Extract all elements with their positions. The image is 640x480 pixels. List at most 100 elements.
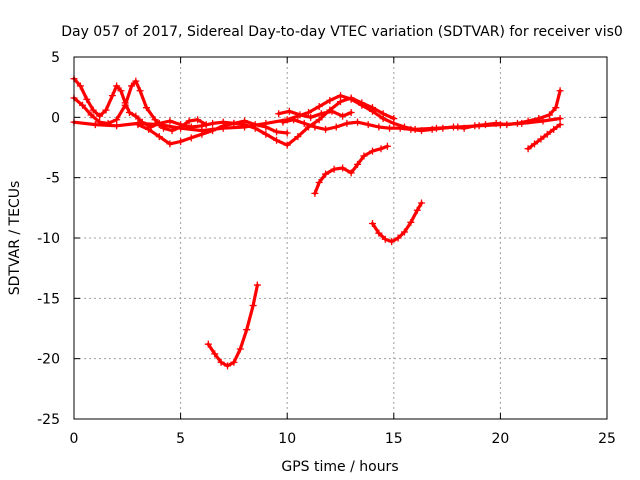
data-point xyxy=(337,92,344,100)
data-point xyxy=(262,130,270,138)
data-point xyxy=(113,116,121,124)
data-point xyxy=(283,129,291,137)
x-tick-label: 20 xyxy=(491,431,509,447)
series-line xyxy=(526,123,562,151)
data-point xyxy=(275,110,283,118)
data-point xyxy=(91,121,99,129)
data-point xyxy=(360,152,368,160)
data-point xyxy=(413,206,421,214)
data-point xyxy=(471,122,479,130)
data-point xyxy=(241,123,249,131)
series-track-j xyxy=(204,281,261,370)
data-point xyxy=(339,112,347,120)
data-point xyxy=(330,165,338,173)
data-point xyxy=(492,119,500,127)
data-point xyxy=(230,358,238,366)
data-point xyxy=(262,119,270,127)
data-point xyxy=(556,115,564,123)
data-point xyxy=(428,125,436,133)
data-point xyxy=(315,102,323,110)
data-point xyxy=(394,234,402,242)
data-point xyxy=(87,111,95,119)
data-point xyxy=(102,106,110,114)
data-point xyxy=(503,121,511,129)
data-point xyxy=(326,96,334,104)
x-tick-label: 0 xyxy=(70,431,79,447)
data-point xyxy=(383,142,391,150)
data-point xyxy=(305,109,313,117)
data-point xyxy=(315,178,323,186)
data-point xyxy=(83,95,91,103)
data-point xyxy=(136,87,144,95)
data-point xyxy=(545,111,553,119)
data-point xyxy=(279,118,287,126)
data-point xyxy=(407,218,415,226)
data-point xyxy=(224,362,232,370)
data-point xyxy=(328,107,336,115)
data-point xyxy=(253,281,261,289)
y-tick-label: -10 xyxy=(37,231,60,247)
data-point xyxy=(185,117,193,125)
y-tick-label: 0 xyxy=(51,110,60,126)
data-point xyxy=(166,140,174,148)
data-point xyxy=(550,125,558,133)
series-line xyxy=(72,79,208,133)
data-point xyxy=(145,125,153,133)
data-point xyxy=(543,130,551,138)
series-track-i xyxy=(368,199,426,246)
x-tick-label: 25 xyxy=(598,431,616,447)
data-point xyxy=(524,117,532,125)
data-point xyxy=(418,127,426,135)
series-track-f xyxy=(275,107,355,121)
data-point xyxy=(285,107,293,115)
series-track-a xyxy=(70,75,291,137)
data-point xyxy=(524,145,532,153)
series-track-g xyxy=(524,121,564,153)
data-point xyxy=(249,302,257,310)
data-point xyxy=(368,107,376,115)
data-point xyxy=(96,112,104,120)
data-point xyxy=(552,104,560,112)
x-tick-label: 15 xyxy=(385,431,403,447)
data-point xyxy=(513,119,521,127)
data-point xyxy=(368,220,376,228)
data-point xyxy=(283,141,291,149)
data-point xyxy=(89,106,97,114)
data-point xyxy=(230,119,238,127)
x-tick-label: 10 xyxy=(278,431,296,447)
data-point xyxy=(155,121,163,129)
data-point xyxy=(134,119,142,127)
data-point xyxy=(439,124,447,132)
data-point xyxy=(177,137,185,145)
data-point xyxy=(125,109,133,117)
data-point xyxy=(418,199,426,207)
x-tick-label: 5 xyxy=(176,431,185,447)
data-point xyxy=(300,119,308,127)
data-point xyxy=(290,116,298,124)
data-point xyxy=(236,345,244,353)
y-tick-label: -15 xyxy=(37,291,60,307)
chart-title: Day 057 of 2017, Sidereal Day-to-day VTE… xyxy=(61,24,623,40)
data-point xyxy=(151,116,159,124)
data-point xyxy=(311,123,319,131)
data-point xyxy=(113,122,121,130)
data-point xyxy=(390,119,398,127)
data-point xyxy=(556,121,564,129)
data-point xyxy=(317,110,325,118)
data-point xyxy=(343,119,351,127)
series-track-b xyxy=(70,77,210,135)
data-point xyxy=(155,133,163,141)
data-point xyxy=(400,228,408,236)
data-point xyxy=(375,123,383,131)
data-point xyxy=(211,350,219,358)
data-point xyxy=(132,112,140,120)
data-point xyxy=(339,164,347,172)
data-point xyxy=(273,136,281,144)
data-point xyxy=(537,135,545,143)
data-point xyxy=(202,121,210,129)
series-line xyxy=(281,89,562,133)
data-point xyxy=(347,169,355,177)
data-point xyxy=(381,235,389,243)
data-point xyxy=(113,82,121,90)
